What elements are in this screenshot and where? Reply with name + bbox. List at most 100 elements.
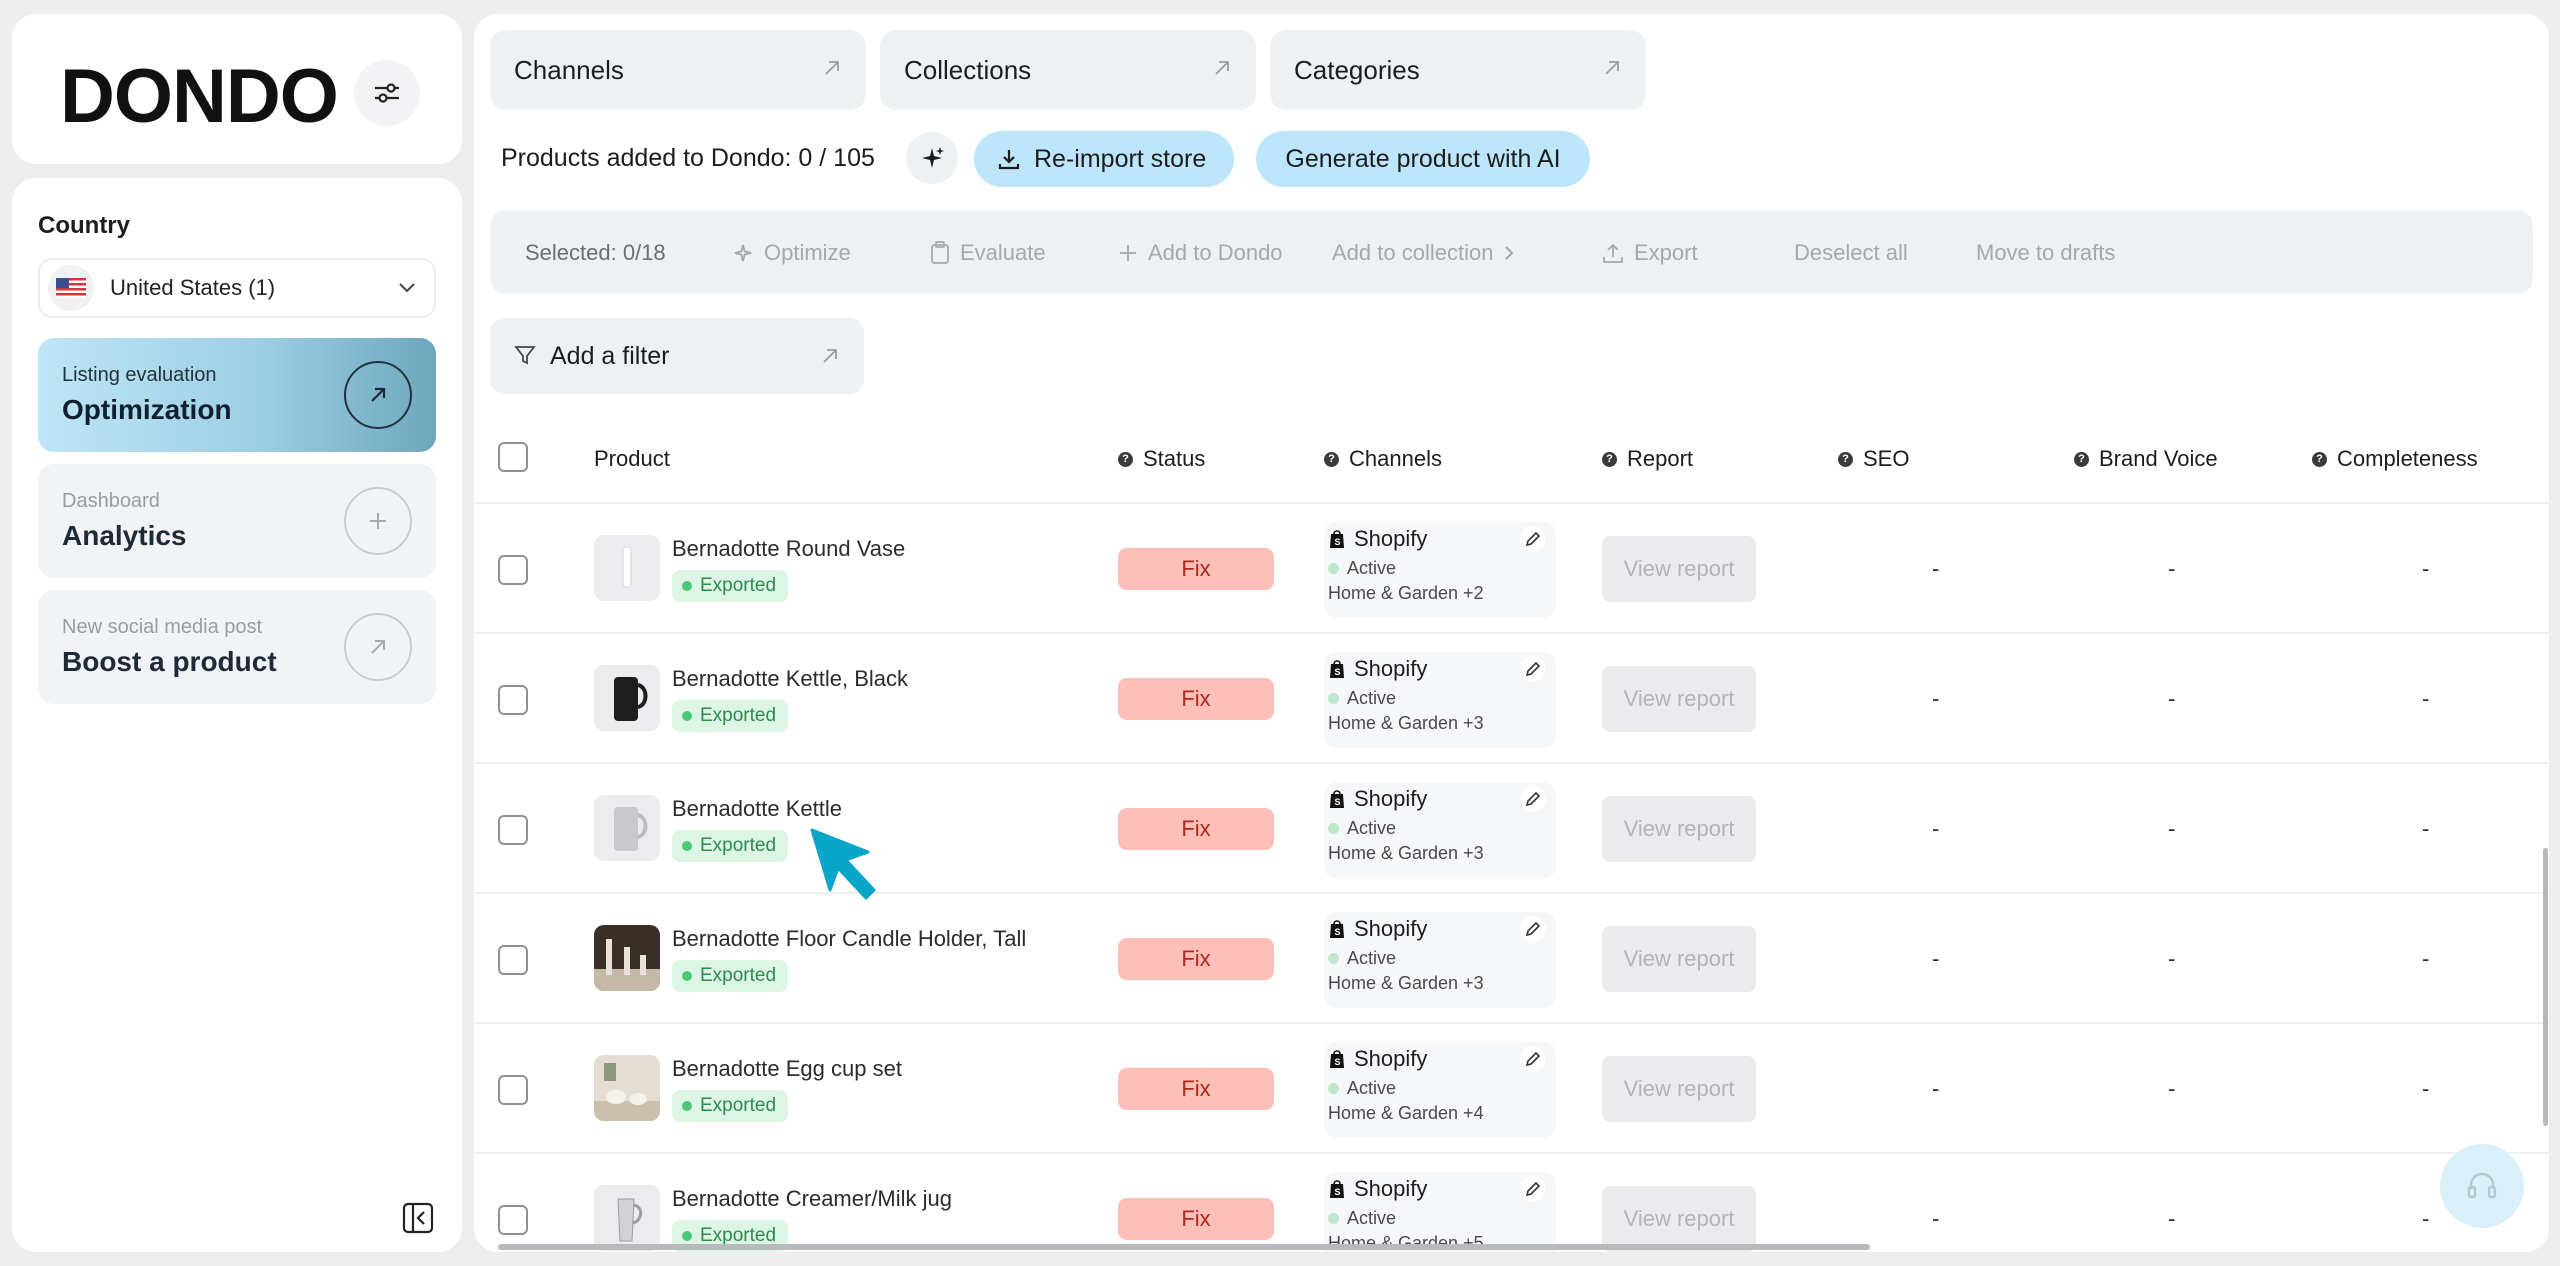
vertical-scrollbar[interactable] (2543, 848, 2548, 1126)
row-checkbox[interactable] (498, 685, 528, 715)
nav-label: Collections (904, 54, 1032, 85)
help-icon[interactable]: ? (2074, 451, 2089, 467)
evaluate-action[interactable]: Evaluate (930, 240, 1046, 266)
horizontal-scrollbar[interactable] (498, 1244, 1870, 1250)
product-thumbnail[interactable] (594, 535, 660, 601)
fix-status-button[interactable]: Fix (1118, 678, 1274, 720)
dondo-logo[interactable]: DONDO (60, 58, 350, 134)
help-icon[interactable]: ? (1324, 451, 1339, 467)
table-row[interactable]: Bernadotte Egg cup set Exported Fix S Sho… (474, 1022, 2549, 1152)
product-name[interactable]: Bernadotte Floor Candle Holder, Tall (672, 926, 1027, 951)
product-name[interactable]: Bernadotte Creamer/Milk jug (672, 1186, 953, 1211)
header-channels[interactable]: ? Channels (1324, 446, 1442, 472)
main-panel: Channels Collections Categories Products… (474, 14, 2549, 1252)
view-report-button[interactable]: View report (1602, 1186, 1756, 1252)
shopify-icon: S (1330, 1050, 1344, 1068)
fix-status-button[interactable]: Fix (1118, 808, 1274, 850)
view-report-button[interactable]: View report (1602, 926, 1756, 992)
view-report-button[interactable]: View report (1602, 536, 1756, 602)
row-checkbox[interactable] (498, 1205, 528, 1235)
edit-channel-button[interactable] (1520, 1046, 1546, 1072)
row-checkbox[interactable] (498, 555, 528, 585)
country-label: Country (38, 212, 130, 239)
add-to-dondo-action[interactable]: Add to Dondo (1118, 240, 1283, 266)
feature-boost-product[interactable]: New social media post Boost a product (38, 590, 436, 704)
plus-icon (1120, 245, 1136, 261)
product-thumbnail[interactable] (594, 795, 660, 861)
product-name[interactable]: Bernadotte Kettle (672, 796, 843, 821)
channel-status: Active (1328, 818, 1396, 839)
product-thumbnail[interactable] (594, 1055, 660, 1121)
header-report[interactable]: ? Report (1602, 446, 1693, 472)
feature-open-button[interactable] (344, 613, 412, 681)
filter-icon (514, 346, 536, 365)
reimport-store-button[interactable]: Re-import store (974, 131, 1234, 187)
table-row[interactable]: Bernadotte Kettle Exported Fix S Shopify … (474, 762, 2549, 892)
feature-optimization[interactable]: Listing evaluation Optimization (38, 338, 436, 452)
edit-channel-button[interactable] (1520, 1176, 1546, 1202)
add-filter-button[interactable]: Add a filter (490, 318, 864, 394)
header-seo[interactable]: ? SEO (1838, 446, 1909, 472)
ai-sparkle-button[interactable] (906, 132, 958, 184)
country-select[interactable]: United States (1) (38, 258, 436, 318)
row-checkbox[interactable] (498, 1075, 528, 1105)
feature-subtitle: Dashboard (62, 490, 160, 512)
add-to-collection-action[interactable]: Add to collection (1332, 240, 1515, 266)
feature-open-button[interactable] (344, 361, 412, 429)
product-thumbnail[interactable] (594, 925, 660, 991)
help-icon[interactable]: ? (1838, 451, 1853, 467)
channel-status: Active (1328, 688, 1396, 709)
table-row[interactable]: Bernadotte Floor Candle Holder, Tall Exp… (474, 892, 2549, 1022)
feature-analytics[interactable]: Dashboard Analytics (38, 464, 436, 578)
fix-status-button[interactable]: Fix (1118, 1198, 1274, 1240)
header-product[interactable]: Product (594, 446, 670, 471)
deselect-all-action[interactable]: Deselect all (1794, 240, 1908, 265)
fix-status-button[interactable]: Fix (1118, 938, 1274, 980)
support-chat-button[interactable] (2440, 1144, 2524, 1228)
nav-categories[interactable]: Categories (1270, 30, 1646, 110)
nav-channels[interactable]: Channels (490, 30, 866, 110)
channel-name: S Shopify (1328, 526, 1427, 552)
edit-channel-button[interactable] (1520, 916, 1546, 942)
help-icon[interactable]: ? (2312, 451, 2327, 467)
row-checkbox[interactable] (498, 815, 528, 845)
filter-settings-button[interactable] (354, 60, 420, 126)
product-name[interactable]: Bernadotte Kettle, Black (672, 666, 909, 691)
fix-status-button[interactable]: Fix (1118, 1068, 1274, 1110)
shopify-icon: S (1330, 790, 1344, 808)
edit-channel-button[interactable] (1520, 656, 1546, 682)
edit-channel-button[interactable] (1520, 786, 1546, 812)
product-thumbnail[interactable] (594, 1185, 660, 1251)
fix-status-button[interactable]: Fix (1118, 548, 1274, 590)
view-report-button[interactable]: View report (1602, 666, 1756, 732)
help-icon[interactable]: ? (1602, 451, 1617, 467)
view-report-button[interactable]: View report (1602, 796, 1756, 862)
help-icon[interactable]: ? (1118, 451, 1133, 467)
header-status[interactable]: ? Status (1118, 446, 1205, 472)
collapse-sidebar-icon[interactable] (402, 1202, 434, 1234)
optimize-action[interactable]: Optimize (732, 240, 851, 266)
feature-subtitle: Listing evaluation (62, 364, 217, 386)
product-name[interactable]: Bernadotte Round Vase (672, 536, 906, 561)
product-name[interactable]: Bernadotte Egg cup set (672, 1056, 902, 1081)
completeness-score: - (2422, 946, 2430, 971)
header-completeness[interactable]: ? Completeness (2312, 446, 2478, 472)
header-brand-voice[interactable]: ? Brand Voice (2074, 446, 2218, 472)
edit-channel-button[interactable] (1520, 526, 1546, 552)
move-to-drafts-action[interactable]: Move to drafts (1976, 240, 2116, 265)
table-row[interactable]: Bernadotte Creamer/Milk jug Exported Fix… (474, 1152, 2549, 1252)
nav-label: Channels (514, 54, 624, 85)
products-added-count: Products added to Dondo: 0 / 105 (501, 144, 875, 172)
table-row[interactable]: Bernadotte Round Vase Exported Fix S Shop… (474, 502, 2549, 632)
select-all-checkbox[interactable] (498, 442, 528, 472)
product-thumbnail[interactable] (594, 665, 660, 731)
completeness-score: - (2422, 816, 2430, 841)
export-action[interactable]: Export (1602, 240, 1698, 266)
feature-title: Analytics (62, 520, 187, 551)
feature-add-button[interactable] (344, 487, 412, 555)
generate-product-ai-button[interactable]: Generate product with AI (1256, 131, 1590, 187)
row-checkbox[interactable] (498, 945, 528, 975)
nav-collections[interactable]: Collections (880, 30, 1256, 110)
view-report-button[interactable]: View report (1602, 1056, 1756, 1122)
